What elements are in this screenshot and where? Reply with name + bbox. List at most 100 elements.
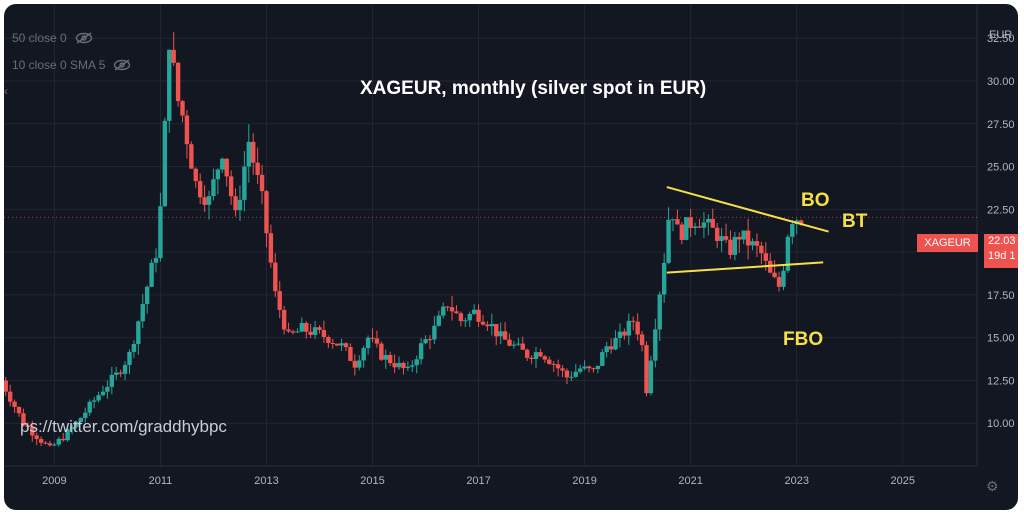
currency-label[interactable]: EUR [989, 29, 1013, 41]
candle-body [467, 313, 472, 321]
indicator-sma[interactable]: 10 close 0 SMA 5 [12, 58, 131, 72]
gear-icon[interactable]: ⚙ [986, 478, 999, 494]
eye-off-icon[interactable] [75, 32, 93, 44]
y-tick-label: 12.50 [987, 375, 1015, 387]
candle-body [732, 236, 738, 255]
candle-body [697, 226, 702, 228]
candle-body [463, 320, 468, 322]
candle-body [573, 371, 578, 377]
y-tick-label: 25.00 [987, 162, 1015, 174]
indicator-label: 10 close 0 SMA 5 [12, 58, 106, 72]
candle-body [410, 365, 415, 367]
indicator-ma50[interactable]: 50 close 0 [12, 31, 93, 45]
candle-body [763, 253, 768, 261]
candle-body [122, 364, 128, 374]
candle-body [723, 236, 729, 240]
candle-body [299, 323, 305, 332]
candle-body [348, 347, 353, 361]
candle-body [547, 359, 552, 364]
candle-body [520, 343, 525, 350]
candle-body [281, 309, 287, 330]
last-price-badge: 22.03 19d 1 [984, 234, 1018, 268]
candle-body [436, 315, 442, 326]
candle-body [96, 395, 101, 401]
last-price: 22.03 [988, 235, 1016, 247]
chart-title: XAGEUR, monthly (silver spot in EUR) [360, 78, 707, 99]
y-tick-label: 30.00 [987, 76, 1015, 88]
candle-body [423, 339, 428, 344]
candle-body [538, 352, 543, 357]
symbol-badge: XAGEUR [917, 234, 978, 252]
candle-body [622, 331, 627, 336]
candle-body [197, 181, 203, 198]
x-tick-label: 2011 [149, 475, 173, 487]
candle-body [507, 339, 512, 346]
candle-body [379, 343, 384, 360]
candle-body [494, 323, 499, 337]
candle-body [153, 258, 159, 263]
candle-body [383, 354, 388, 360]
y-tick-label: 15.00 [987, 333, 1015, 345]
candle-body [268, 233, 274, 263]
candle-body [308, 331, 313, 335]
candle-body [595, 365, 601, 370]
candle-body [454, 311, 459, 314]
candle-body [392, 363, 397, 368]
chart-frame: 10.0012.5015.0017.5020.0022.5025.0027.50… [4, 4, 1018, 510]
candle-body [432, 325, 437, 340]
candle-body [321, 329, 327, 338]
candle-body [533, 352, 539, 359]
y-tick-label: 10.00 [987, 418, 1015, 430]
candle-body [30, 426, 35, 436]
candle-body [317, 327, 322, 330]
candle-body [675, 219, 680, 225]
annotation-bt: BT [842, 211, 868, 232]
candle-body [414, 359, 419, 366]
candle-body [701, 222, 707, 228]
candle-body [631, 320, 636, 322]
trendline [666, 186, 829, 233]
candle-body [586, 366, 592, 369]
candle-body [43, 442, 48, 444]
candle-body [242, 166, 247, 200]
candle-body [91, 400, 97, 402]
candle-body [184, 115, 190, 145]
candle-body [613, 337, 618, 350]
collapse-arrow-icon[interactable]: ‹ [4, 84, 8, 98]
candle-body [12, 401, 17, 407]
candle-body [189, 144, 194, 169]
candle-body [215, 169, 221, 180]
candle-body [206, 196, 212, 205]
candle-body [670, 219, 676, 221]
candle-body [220, 158, 225, 170]
candle-body [295, 331, 300, 333]
candle-body [273, 262, 278, 292]
candle-body [511, 344, 517, 346]
candle-body [69, 426, 75, 430]
candle-body [480, 321, 486, 325]
candle-body [617, 331, 623, 338]
candle-body [211, 179, 216, 197]
candle-body [524, 349, 530, 358]
candle-body [52, 444, 57, 446]
candle-body [741, 230, 746, 240]
candle-body [251, 141, 256, 163]
candle-body [339, 343, 344, 346]
candle-body [445, 306, 450, 308]
candle-body [661, 262, 667, 295]
candle-body [330, 342, 335, 344]
x-tick-label: 2023 [784, 475, 808, 487]
candle-body [149, 262, 154, 287]
candle-body [772, 272, 777, 278]
candle-body [639, 334, 645, 346]
candle-body [237, 199, 243, 211]
candle-body [555, 364, 561, 369]
candle-body [290, 331, 296, 333]
candle-body [246, 141, 251, 167]
candle-body [228, 176, 234, 197]
candle-body [728, 239, 733, 255]
candle-body [427, 339, 433, 341]
candle-body [7, 391, 13, 402]
candle-body [56, 438, 61, 445]
eye-off-icon[interactable] [113, 59, 131, 71]
